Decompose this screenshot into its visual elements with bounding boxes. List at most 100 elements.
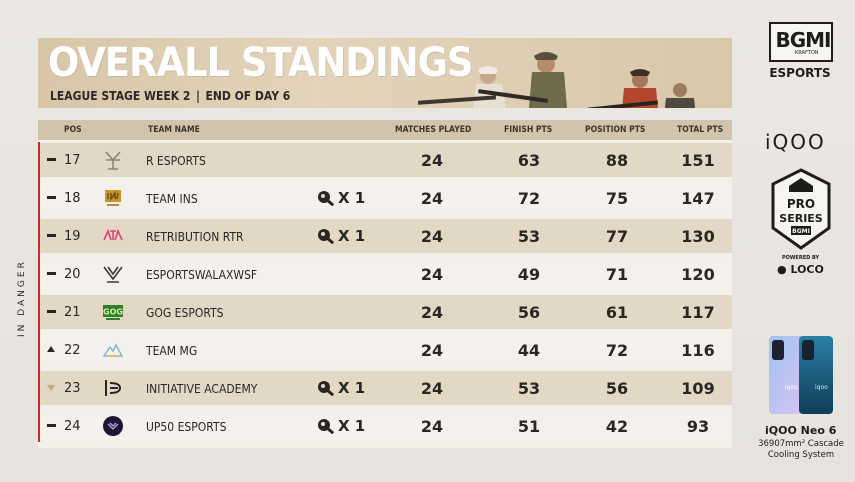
- table-row: 21 GOG GOG ESPORTS 24 56 61 117: [38, 295, 732, 329]
- chicken-dinner-pan-icon: [318, 229, 334, 244]
- finish-pts-cell: 72: [517, 189, 541, 208]
- team-name: UP50 ESPORTS: [146, 420, 227, 434]
- table-row: 24 UP50 ESPORTS X 1 24 51 42 93: [38, 409, 732, 443]
- phone-name: iQOO Neo 6: [765, 424, 837, 437]
- chicken-dinner-count: X 1: [338, 227, 366, 245]
- table-row: 17 R ESPORTS 24 63 88 151: [38, 143, 732, 177]
- iqoo-sponsor-logo: iQOO: [765, 130, 826, 154]
- position-pts-cell: 42: [605, 417, 629, 436]
- pos-cell: 24: [64, 419, 81, 434]
- col-finish-pts: FINISH PTS: [504, 125, 553, 135]
- table-row: 23 INITIATIVE ACADEMY X 1 24 53 56 109: [38, 371, 732, 405]
- pos-cell: 22: [64, 343, 81, 358]
- pos-cell: 18: [64, 191, 81, 206]
- finish-pts-cell: 56: [517, 303, 541, 322]
- team-name: TEAM INS: [146, 192, 198, 206]
- total-pts-cell: 117: [681, 303, 715, 322]
- svg-text:iqoo: iqoo: [785, 384, 798, 391]
- team-ins-logo: [105, 190, 121, 206]
- trend-same-icon: [47, 196, 56, 199]
- chicken-dinner-count: X 1: [338, 189, 366, 207]
- matches-played-cell: 24: [420, 265, 444, 284]
- finish-pts-cell: 53: [517, 227, 541, 246]
- team-name: TEAM MG: [146, 344, 198, 358]
- position-pts-cell: 88: [605, 151, 629, 170]
- retribution-rtr-logo: [103, 228, 123, 241]
- trend-up-icon: [47, 346, 55, 352]
- phone-spec: 36907mm² Cascade Cooling System: [753, 439, 849, 461]
- bgmi-logo-box: BGMI KRAFTON: [769, 22, 833, 62]
- esportswalaxwsf-logo: [103, 266, 123, 283]
- danger-zone-label: IN DANGER: [17, 259, 27, 337]
- loco-label: LOCO: [790, 263, 824, 276]
- subtitle-separator: |: [195, 89, 200, 103]
- total-pts-cell: 151: [681, 151, 715, 170]
- danger-zone-line: [38, 142, 40, 442]
- matches-played-cell: 24: [420, 151, 444, 170]
- series-series-text: SERIES: [779, 212, 823, 225]
- finish-pts-cell: 44: [517, 341, 541, 360]
- matches-played-cell: 24: [420, 417, 444, 436]
- bgmi-esports-logo: BGMI KRAFTON ESPORTS: [766, 22, 834, 82]
- series-pro-text: PRO: [787, 197, 815, 211]
- pro-series-logo: PRO SERIES BGMI: [771, 168, 831, 250]
- position-pts-cell: 72: [605, 341, 629, 360]
- matches-played-cell: 24: [420, 303, 444, 322]
- iqoo-neo6-phone-image: iqoo iqoo: [769, 336, 833, 414]
- total-pts-cell: 130: [681, 227, 715, 246]
- position-pts-cell: 71: [605, 265, 629, 284]
- trend-down-icon: [47, 385, 55, 391]
- svg-text:GOG: GOG: [103, 308, 123, 317]
- table-row: 18 TEAM INS X 1 24 72 75 147: [38, 181, 732, 215]
- soldier-1: [418, 66, 506, 108]
- total-pts-cell: 147: [681, 189, 715, 208]
- krafton-label: KRAFTON: [795, 50, 819, 56]
- table-row: 20 ESPORTSWALAXWSF 24 49 71 120: [38, 257, 732, 291]
- chicken-dinner-count: X 1: [338, 417, 366, 435]
- table-row: 19 RETRIBUTION RTR X 1 24 53 77 130: [38, 219, 732, 253]
- pos-cell: 17: [64, 153, 81, 168]
- phone-spec-line-2: Cooling System: [767, 450, 835, 460]
- pos-cell: 23: [64, 381, 81, 396]
- trend-same-icon: [47, 158, 56, 161]
- svg-text:iqoo: iqoo: [815, 384, 828, 391]
- col-total-pts: TOTAL PTS: [677, 125, 724, 135]
- standings-table: POS TEAM NAME MATCHES PLAYED FINISH PTS …: [38, 120, 732, 448]
- finish-pts-cell: 63: [517, 151, 541, 170]
- trend-same-icon: [47, 234, 56, 237]
- matches-played-cell: 24: [420, 189, 444, 208]
- day-label: END OF DAY 6: [205, 89, 291, 103]
- bgmi-brand: BGMI: [775, 28, 831, 52]
- total-pts-cell: 93: [686, 417, 710, 436]
- total-pts-cell: 120: [681, 265, 715, 284]
- loco-dot-icon: ●: [777, 263, 787, 276]
- gog-esports-logo: GOG: [103, 305, 123, 320]
- trend-same-icon: [47, 310, 56, 313]
- table-header: POS TEAM NAME MATCHES PLAYED FINISH PTS …: [38, 120, 732, 140]
- finish-pts-cell: 49: [517, 265, 541, 284]
- team-mg-logo: [102, 343, 124, 357]
- page-title: OVERALL STANDINGS: [48, 40, 473, 86]
- soldier-3: [587, 69, 659, 108]
- trend-same-icon: [47, 272, 56, 275]
- col-team-name: TEAM NAME: [148, 125, 200, 135]
- chicken-dinner-pan-icon: [318, 381, 334, 396]
- up50-esports-logo: [103, 416, 123, 436]
- stage-subtitle: LEAGUE STAGE WEEK 2 | END OF DAY 6: [50, 89, 290, 103]
- team-name: R ESPORTS: [146, 154, 206, 168]
- series-bgmi-text: BGMI: [792, 228, 810, 235]
- soldiers-artwork: [418, 52, 696, 108]
- pos-cell: 21: [64, 305, 81, 320]
- position-pts-cell: 77: [605, 227, 629, 246]
- pos-cell: 20: [64, 267, 81, 282]
- position-pts-cell: 56: [605, 379, 629, 398]
- col-pos: POS: [64, 125, 82, 135]
- title-banner: OVERALL STANDINGS LEAGUE STAGE WEEK 2 | …: [38, 38, 732, 108]
- loco-logo: ● LOCO: [777, 263, 824, 276]
- col-position-pts: POSITION PTS: [585, 125, 646, 135]
- phone-spec-line-1: 36907mm² Cascade: [758, 439, 844, 449]
- trend-same-icon: [47, 424, 56, 427]
- esports-label: ESPORTS: [769, 66, 831, 80]
- soldier-4: [664, 83, 696, 108]
